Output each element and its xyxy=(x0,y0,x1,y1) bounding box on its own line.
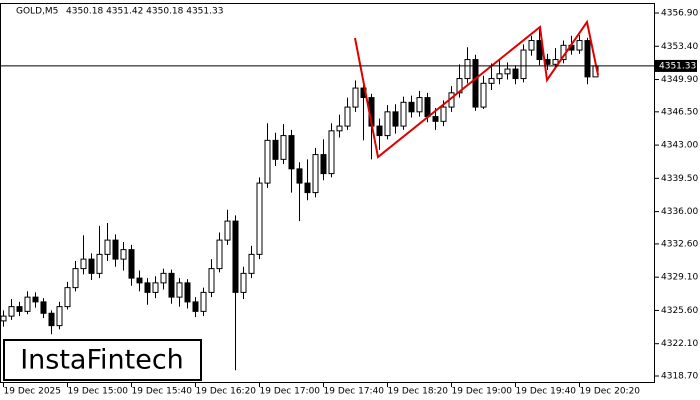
candle-body xyxy=(504,68,511,75)
candle-body xyxy=(144,282,151,293)
candle-body xyxy=(536,40,543,61)
candle-body xyxy=(256,182,263,255)
candle-body xyxy=(464,59,471,80)
candle-body xyxy=(136,277,143,284)
candle-body xyxy=(160,272,167,284)
candle-body xyxy=(432,116,439,122)
x-tick-label: 19 Dec 18:20 xyxy=(388,387,449,397)
x-tick-label: 19 Dec 17:00 xyxy=(260,387,321,397)
price-label: 4351.33 xyxy=(659,61,696,71)
candle-body xyxy=(168,272,175,298)
y-tick-label: 4318.70 xyxy=(661,372,698,382)
candle-body xyxy=(208,268,215,293)
candle-body xyxy=(400,101,407,127)
candle-body xyxy=(8,306,15,317)
candle-body xyxy=(424,97,431,118)
candle-body xyxy=(56,306,63,327)
candle-body xyxy=(224,220,231,241)
candle-body xyxy=(72,268,79,289)
candle-body xyxy=(120,249,127,260)
candle-body xyxy=(192,301,199,312)
candle-body xyxy=(344,106,351,127)
candle-body xyxy=(48,312,55,327)
candle-body xyxy=(184,282,191,303)
x-tick-label: 19 Dec 19:40 xyxy=(516,387,577,397)
header-ohlc: 4350.18 4351.42 4350.18 4351.33 xyxy=(66,7,223,17)
watermark: InstaFintech xyxy=(20,345,184,376)
candle-body xyxy=(416,97,423,113)
candle-body xyxy=(312,154,319,194)
candle-body xyxy=(552,59,559,65)
pattern-line xyxy=(354,19,599,159)
y-tick-label: 4349.90 xyxy=(661,75,698,85)
candle-body xyxy=(528,40,535,51)
candle-body xyxy=(264,139,271,184)
candle-body xyxy=(576,40,583,51)
candle-body xyxy=(512,68,519,80)
candle-body xyxy=(488,78,495,84)
candle-body xyxy=(384,111,391,137)
candle-body xyxy=(392,111,399,127)
y-tick-label: 4322.10 xyxy=(661,339,698,349)
x-tick-label: 19 Dec 19:00 xyxy=(452,387,513,397)
candle-body xyxy=(88,258,95,274)
candle-body xyxy=(440,106,447,122)
x-tick-label: 19 Dec 2025 xyxy=(4,387,62,397)
candle-body xyxy=(96,253,103,274)
candle-body xyxy=(40,301,47,314)
candle-body xyxy=(472,59,479,108)
header-symbol: GOLD,M5 xyxy=(16,7,58,17)
candle-body xyxy=(112,239,119,260)
candle-body xyxy=(320,154,327,175)
candle-body xyxy=(520,49,527,80)
candle-body xyxy=(200,291,207,312)
candle-body xyxy=(64,287,71,308)
candle-body xyxy=(0,315,7,322)
y-tick-label: 4329.10 xyxy=(661,273,698,283)
y-tick-label: 4336.00 xyxy=(661,207,698,217)
candle-body xyxy=(80,258,87,270)
candle-body xyxy=(584,40,591,78)
candle-body xyxy=(408,101,415,113)
y-tick-label: 4356.90 xyxy=(661,9,698,19)
x-tick-label: 19 Dec 15:00 xyxy=(68,387,129,397)
y-tick-label: 4332.60 xyxy=(661,239,698,249)
candle-body xyxy=(272,139,279,160)
y-tick-label: 4346.50 xyxy=(661,107,698,117)
candle-body xyxy=(296,168,303,184)
y-tick-label: 4339.50 xyxy=(661,174,698,184)
candle-body xyxy=(336,125,343,132)
candle-body xyxy=(376,125,383,137)
candle-body xyxy=(176,282,183,298)
candle-body xyxy=(304,182,311,194)
y-tick-label: 4353.40 xyxy=(661,42,698,52)
candle-body xyxy=(152,282,159,293)
x-tick-label: 19 Dec 15:40 xyxy=(132,387,193,397)
x-tick-label: 19 Dec 20:20 xyxy=(580,387,641,397)
x-tick-label: 19 Dec 16:20 xyxy=(196,387,257,397)
candle-body xyxy=(248,253,255,274)
candle-body xyxy=(16,306,23,312)
watermark-box xyxy=(3,339,202,381)
candle-body xyxy=(280,135,287,160)
candle-body xyxy=(32,296,39,303)
plot-frame xyxy=(0,3,655,383)
x-tick-label: 19 Dec 17:40 xyxy=(324,387,385,397)
candle-body xyxy=(352,87,359,108)
candle-body xyxy=(24,296,31,312)
y-tick-label: 4343.00 xyxy=(661,141,698,151)
candle-body xyxy=(496,73,503,80)
candle-body xyxy=(240,272,247,293)
price-label-box xyxy=(655,59,697,72)
candle-body xyxy=(128,249,135,279)
y-tick-label: 4325.60 xyxy=(661,306,698,316)
candle-body xyxy=(480,82,487,108)
candle-body xyxy=(216,239,223,270)
candle-body xyxy=(104,239,111,255)
candle-body xyxy=(328,130,335,175)
candle-body xyxy=(232,220,239,293)
candle-body xyxy=(288,135,295,170)
